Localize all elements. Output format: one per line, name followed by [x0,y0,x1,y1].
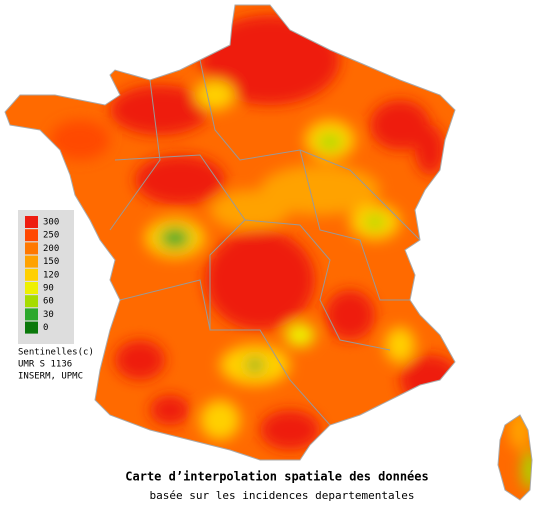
legend-swatch [25,229,38,242]
caption-subtitle: basée sur les incidences departementales [150,489,415,502]
legend-swatch [25,282,38,294]
legend-swatch [25,242,38,255]
legend-swatch [25,255,38,268]
caption-title: Carte d’interpolation spatiale des donné… [125,470,428,484]
legend-swatch [25,268,38,281]
legend-label: 300 [43,218,59,228]
legend-swatch [25,295,38,308]
legend-label: 150 [43,257,59,267]
legend-swatch [25,321,38,334]
legend-label: 90 [43,284,54,294]
legend-label: 120 [43,270,59,280]
legend-swatch [25,308,38,321]
legend-label: 200 [43,244,59,254]
legend-label: 30 [43,310,54,320]
legend-label: 0 [43,323,48,333]
legend-swatch [25,216,38,228]
legend-label: 250 [43,231,59,241]
legend-label: 60 [43,297,54,307]
credit: Sentinelles(c) [18,348,94,358]
credit: INSERM, UPMC [18,372,83,382]
credit: UMR S 1136 [18,360,72,370]
